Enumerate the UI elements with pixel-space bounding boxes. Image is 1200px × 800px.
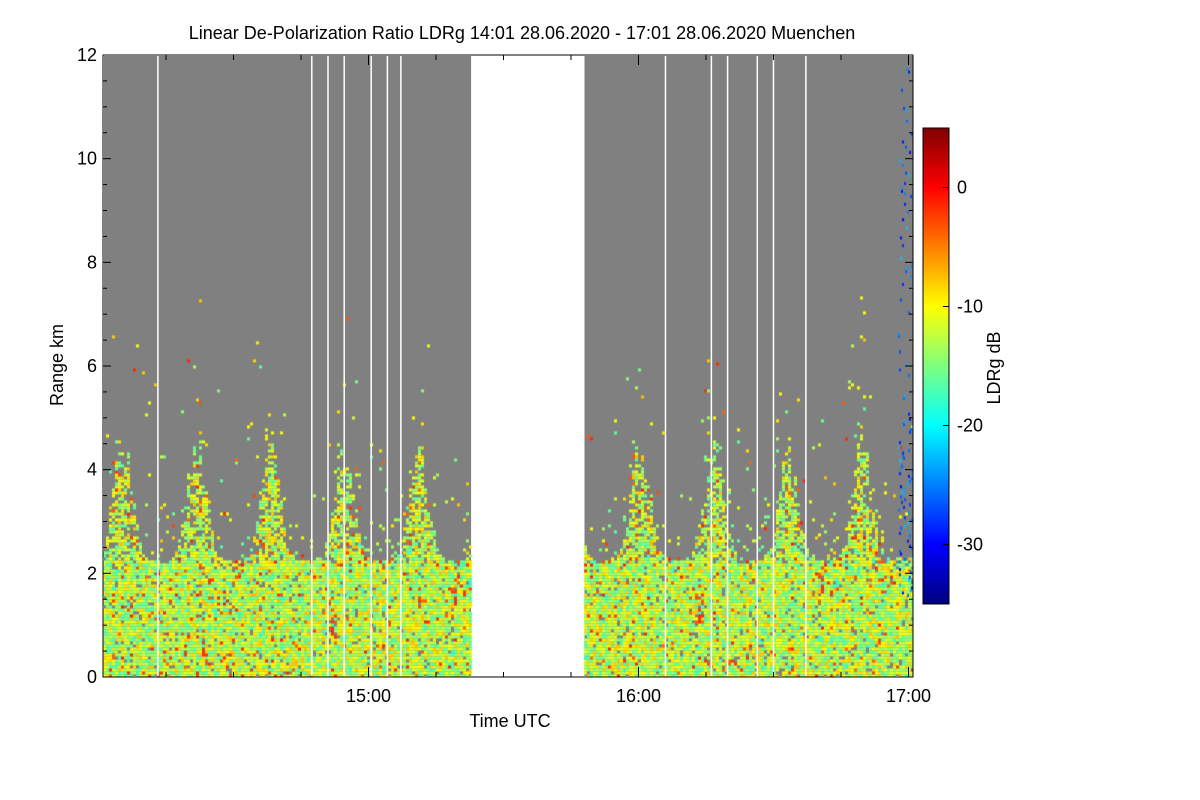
colorbar-tick-label: -30 — [957, 535, 983, 555]
colorbar-tick-label: -10 — [957, 297, 983, 317]
y-tick-label: 8 — [87, 252, 97, 272]
y-tick-label: 2 — [87, 563, 97, 583]
y-axis-label: Range km — [47, 324, 67, 406]
x-tick-label: 16:00 — [616, 686, 661, 706]
y-tick-label: 6 — [87, 356, 97, 376]
colorbar: 0 -10 -20 -30 LDRg dB — [922, 127, 1004, 605]
plot-area — [102, 54, 914, 678]
x-axis: 15:00 16:00 17:00 — [165, 55, 931, 706]
y-tick-label: 0 — [87, 667, 97, 687]
colorbar-tick-label: -20 — [957, 416, 983, 436]
colorbar-ticks: 0 -10 -20 -30 — [943, 178, 983, 555]
x-tick-label: 17:00 — [886, 686, 931, 706]
colorbar-label: LDRg dB — [984, 331, 1004, 404]
y-axis: 0 2 4 6 8 10 12 — [77, 45, 913, 687]
colorbar-tick-label: 0 — [957, 178, 967, 198]
x-tick-label: 15:00 — [346, 686, 391, 706]
heatmap-image — [103, 55, 913, 677]
y-tick-label: 12 — [77, 45, 97, 65]
ldr-heatmap — [103, 55, 913, 677]
chart-title: Linear De-Polarization Ratio LDRg 14:01 … — [189, 23, 855, 43]
x-axis-label: Time UTC — [469, 711, 550, 731]
y-tick-label: 10 — [77, 149, 97, 169]
y-tick-label: 4 — [87, 460, 97, 480]
colorbar-gradient — [922, 127, 950, 605]
missing-profile-lines — [157, 56, 807, 676]
